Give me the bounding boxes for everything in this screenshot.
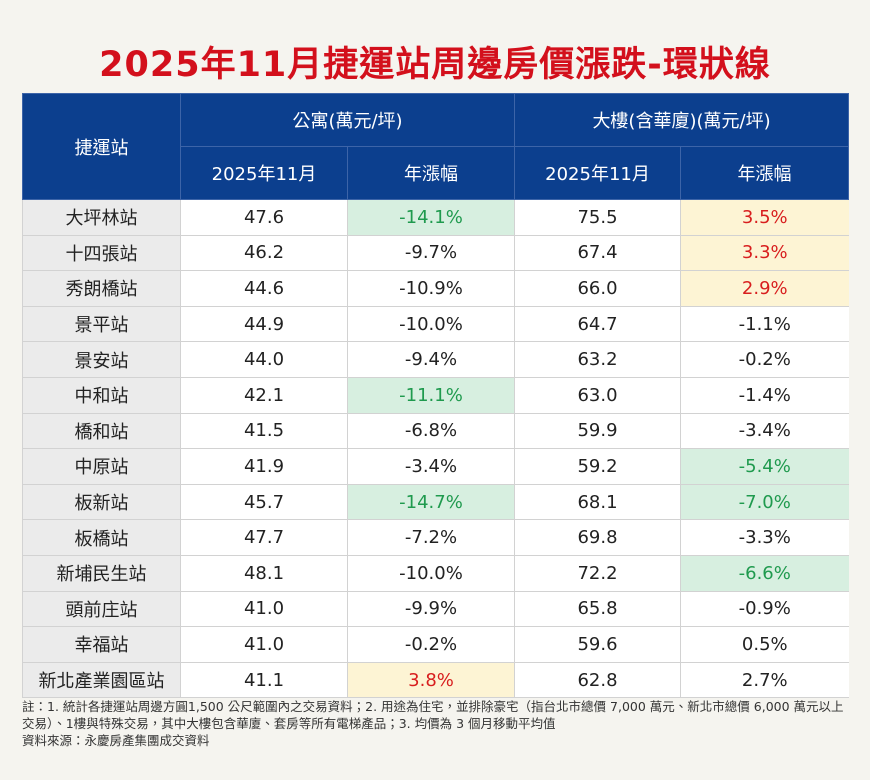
value-cell: 3.3% [680,235,849,272]
subheader-cell: 2025年11月 [514,146,682,200]
table-row: 板新站 45.7 -14.7% 68.1 -7.0% [22,484,849,521]
value-cell: -9.9% [346,591,515,628]
value-cell: -10.9% [346,270,515,307]
table-row: 大坪林站 47.6 -14.1% 75.5 3.5% [22,199,849,236]
value-cell: 42.1 [180,377,348,414]
value-cell: 2.7% [680,662,849,699]
station-cell: 十四張站 [22,235,181,272]
value-cell: 3.5% [680,199,849,236]
value-cell: -9.4% [346,341,515,378]
header-cell: 大樓(含華廈)(萬元/坪) [514,93,850,147]
value-cell: 59.6 [514,626,681,663]
table-row: 幸福站 41.0 -0.2% 59.6 0.5% [22,626,849,663]
value-cell: 41.1 [180,662,348,699]
station-cell: 中原站 [22,448,181,485]
value-cell: 65.8 [514,591,681,628]
value-cell: 41.0 [180,591,348,628]
value-cell: 44.9 [180,306,348,343]
notes-block: 註：1. 統計各捷運站周邊方圓1,500 公尺範圍內之交易資料；2. 用途為住宅… [22,698,852,749]
value-cell: 47.6 [180,199,348,236]
table-row: 頭前庄站 41.0 -9.9% 65.8 -0.9% [22,591,849,628]
value-cell: 41.5 [180,413,348,450]
value-cell: 41.9 [180,448,348,485]
station-cell: 幸福站 [22,626,181,663]
value-cell: -9.7% [346,235,515,272]
value-cell: 59.9 [514,413,681,450]
table-row: 板橋站 47.7 -7.2% 69.8 -3.3% [22,519,849,556]
value-cell: 62.8 [514,662,681,699]
value-cell: 66.0 [514,270,681,307]
station-cell: 景安站 [22,341,181,378]
value-cell: -0.2% [680,341,849,378]
station-cell: 中和站 [22,377,181,414]
value-cell: 44.0 [180,341,348,378]
value-cell: -3.3% [680,519,849,556]
table-row: 中和站 42.1 -11.1% 63.0 -1.4% [22,377,849,414]
value-cell: 47.7 [180,519,348,556]
value-cell: 41.0 [180,626,348,663]
table-body: 大坪林站 47.6 -14.1% 75.5 3.5% 十四張站 46.2 -9.7% 67.4 3… [22,199,849,699]
table-row: 新埔民生站 48.1 -10.0% 72.2 -6.6% [22,555,849,592]
value-cell: -3.4% [680,413,849,450]
value-cell: -5.4% [680,448,849,485]
value-cell: 0.5% [680,626,849,663]
value-cell: -10.0% [346,306,515,343]
price-table: 捷運站 公寓(萬元/坪) 大樓(含華廈)(萬元/坪) 2025年11月 年漲幅 … [22,93,850,699]
subheader-cell: 2025年11月 [180,146,348,200]
header-cell: 捷運站 [22,93,181,200]
station-cell: 大坪林站 [22,199,181,236]
value-cell: 72.2 [514,555,681,592]
station-cell: 橋和站 [22,413,181,450]
title: 2025年11月捷運站周邊房價漲跌-環狀線 [99,45,771,85]
notes: 註：1. 統計各捷運站周邊方圓1,500 公尺範圍內之交易資料；2. 用途為住宅… [22,699,844,731]
value-cell: -3.4% [346,448,515,485]
station-cell: 秀朗橋站 [22,270,181,307]
value-cell: -0.2% [346,626,515,663]
source: 資料來源：永慶房產集團成交資料 [22,733,210,748]
station-cell: 新埔民生站 [22,555,181,592]
value-cell: 59.2 [514,448,681,485]
subheader-cell: 年漲幅 [346,146,516,200]
value-cell: 63.0 [514,377,681,414]
value-cell: -6.8% [346,413,515,450]
value-cell: -1.1% [680,306,849,343]
subheader-cell: 年漲幅 [680,146,850,200]
value-cell: 48.1 [180,555,348,592]
value-cell: -6.6% [680,555,849,592]
header-cell: 公寓(萬元/坪) [179,93,516,147]
station-cell: 板橋站 [22,519,181,556]
station-cell: 板新站 [22,484,181,521]
table-row: 中原站 41.9 -3.4% 59.2 -5.4% [22,448,849,485]
value-cell: -1.4% [680,377,849,414]
value-cell: -0.9% [680,591,849,628]
value-cell: 75.5 [514,199,681,236]
value-cell: -10.0% [346,555,515,592]
table-row: 秀朗橋站 44.6 -10.9% 66.0 2.9% [22,270,849,307]
value-cell: 44.6 [180,270,348,307]
table-row: 景平站 44.9 -10.0% 64.7 -1.1% [22,306,849,343]
value-cell: 68.1 [514,484,681,521]
value-cell: 2.9% [680,270,849,307]
value-cell: -11.1% [346,377,515,414]
value-cell: 63.2 [514,341,681,378]
table-row: 橋和站 41.5 -6.8% 59.9 -3.4% [22,413,849,450]
value-cell: 67.4 [514,235,681,272]
table-row: 十四張站 46.2 -9.7% 67.4 3.3% [22,235,849,272]
value-cell: 45.7 [180,484,348,521]
value-cell: -14.7% [346,484,515,521]
table-row: 新北產業園區站 41.1 3.8% 62.8 2.7% [22,662,849,699]
station-cell: 景平站 [22,306,181,343]
value-cell: -14.1% [346,199,515,236]
value-cell: -7.0% [680,484,849,521]
table-row: 景安站 44.0 -9.4% 63.2 -0.2% [22,341,849,378]
value-cell: 69.8 [514,519,681,556]
value-cell: 46.2 [180,235,348,272]
station-cell: 新北產業園區站 [22,662,181,699]
value-cell: 64.7 [514,306,681,343]
station-cell: 頭前庄站 [22,591,181,628]
value-cell: 3.8% [346,662,515,699]
value-cell: -7.2% [346,519,515,556]
